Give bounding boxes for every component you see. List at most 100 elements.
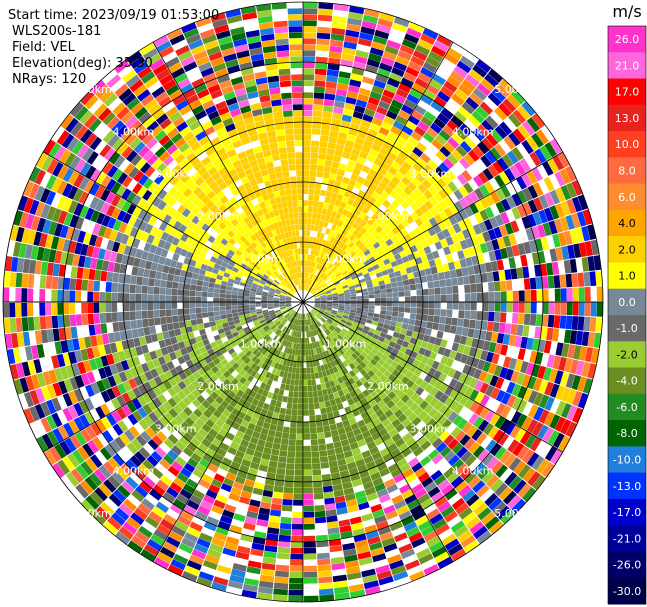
velocity-gate	[542, 367, 552, 381]
velocity-gate	[337, 427, 346, 435]
velocity-gate	[299, 361, 303, 368]
velocity-gate	[436, 330, 444, 339]
velocity-gate	[516, 372, 526, 386]
velocity-gate	[506, 195, 517, 209]
velocity-gate	[368, 53, 382, 63]
velocity-gate	[357, 38, 372, 47]
velocity-gate	[375, 74, 389, 84]
velocity-gate	[316, 365, 322, 373]
velocity-gate	[403, 261, 412, 269]
velocity-gate	[303, 68, 315, 75]
velocity-gate	[305, 343, 308, 350]
velocity-gate	[279, 407, 287, 415]
velocity-gate	[325, 190, 333, 198]
velocity-gate	[569, 258, 578, 273]
velocity-gate	[362, 358, 370, 366]
velocity-gate	[361, 165, 371, 174]
velocity-gate	[412, 509, 426, 521]
velocity-gate	[314, 68, 327, 76]
velocity-gate	[408, 230, 417, 239]
velocity-gate	[469, 191, 480, 203]
velocity-gate	[300, 355, 303, 362]
velocity-gate	[510, 220, 520, 233]
velocity-gate	[467, 366, 477, 377]
velocity-gate	[332, 330, 339, 336]
velocity-gate	[289, 577, 303, 584]
velocity-gate	[334, 586, 349, 595]
velocity-gate	[335, 88, 348, 97]
velocity-gate	[359, 425, 369, 434]
velocity-gate	[542, 289, 549, 302]
velocity-gate	[502, 154, 514, 168]
velocity-gate	[381, 121, 393, 131]
velocity-gate	[405, 379, 415, 389]
velocity-gate	[467, 328, 475, 338]
velocity-gate	[412, 162, 423, 173]
velocity-gate	[565, 421, 577, 438]
velocity-gate	[391, 494, 404, 505]
velocity-gate	[368, 341, 376, 348]
velocity-gate	[314, 402, 320, 410]
velocity-gate	[172, 275, 180, 283]
velocity-gate	[365, 279, 373, 285]
velocity-gate	[421, 476, 434, 488]
velocity-gate	[386, 306, 393, 312]
velocity-gate	[457, 106, 471, 119]
velocity-gate	[57, 289, 64, 302]
velocity-gate	[525, 362, 535, 376]
velocity-gate	[350, 73, 363, 82]
velocity-gate	[508, 475, 522, 490]
velocity-gate	[362, 298, 369, 302]
velocity-gate	[349, 370, 356, 378]
velocity-gate	[306, 313, 309, 320]
velocity-gate	[390, 360, 399, 369]
velocity-gate	[313, 348, 317, 355]
velocity-gate	[303, 313, 305, 320]
velocity-gate	[303, 206, 308, 213]
velocity-gate	[338, 248, 345, 256]
velocity-gate	[582, 378, 593, 394]
velocity-gate	[362, 14, 379, 24]
velocity-gate	[263, 551, 277, 559]
velocity-gate	[382, 199, 391, 209]
velocity-gate	[336, 402, 344, 411]
velocity-gate	[331, 266, 337, 273]
velocity-gate	[518, 302, 525, 313]
velocity-gate	[332, 112, 343, 120]
velocity-gate	[504, 453, 517, 468]
velocity-gate	[303, 589, 319, 596]
velocity-gate	[348, 377, 356, 385]
velocity-gate	[420, 498, 434, 510]
velocity-gate	[258, 580, 274, 589]
velocity-gate	[285, 408, 292, 416]
velocity-gate	[316, 256, 320, 263]
velocity-gate	[386, 230, 395, 239]
velocity-gate	[154, 317, 161, 326]
velocity-gate	[400, 328, 408, 335]
velocity-gate	[351, 382, 359, 390]
velocity-gate	[350, 307, 357, 311]
velocity-gate	[436, 34, 453, 47]
velocity-gate	[307, 379, 312, 386]
velocity-gate	[319, 293, 326, 297]
velocity-gate	[358, 211, 367, 220]
velocity-gate	[404, 559, 420, 571]
velocity-gate	[339, 525, 352, 533]
velocity-gate	[329, 423, 338, 431]
velocity-gate	[344, 246, 351, 253]
velocity-gate	[472, 128, 486, 141]
velocity-gate	[572, 391, 583, 407]
velocity-gate	[310, 433, 318, 440]
velocity-gate	[514, 335, 522, 348]
velocity-gate	[314, 510, 326, 518]
velocity-gate	[481, 137, 494, 151]
velocity-gate	[373, 137, 385, 147]
velocity-gate	[369, 182, 378, 192]
velocity-gate	[561, 387, 571, 403]
velocity-gate	[371, 143, 382, 153]
velocity-gate	[401, 209, 410, 219]
velocity-gate	[333, 352, 339, 359]
velocity-gate	[344, 392, 352, 401]
velocity-gate	[462, 511, 477, 525]
velocity-gate	[208, 282, 215, 288]
